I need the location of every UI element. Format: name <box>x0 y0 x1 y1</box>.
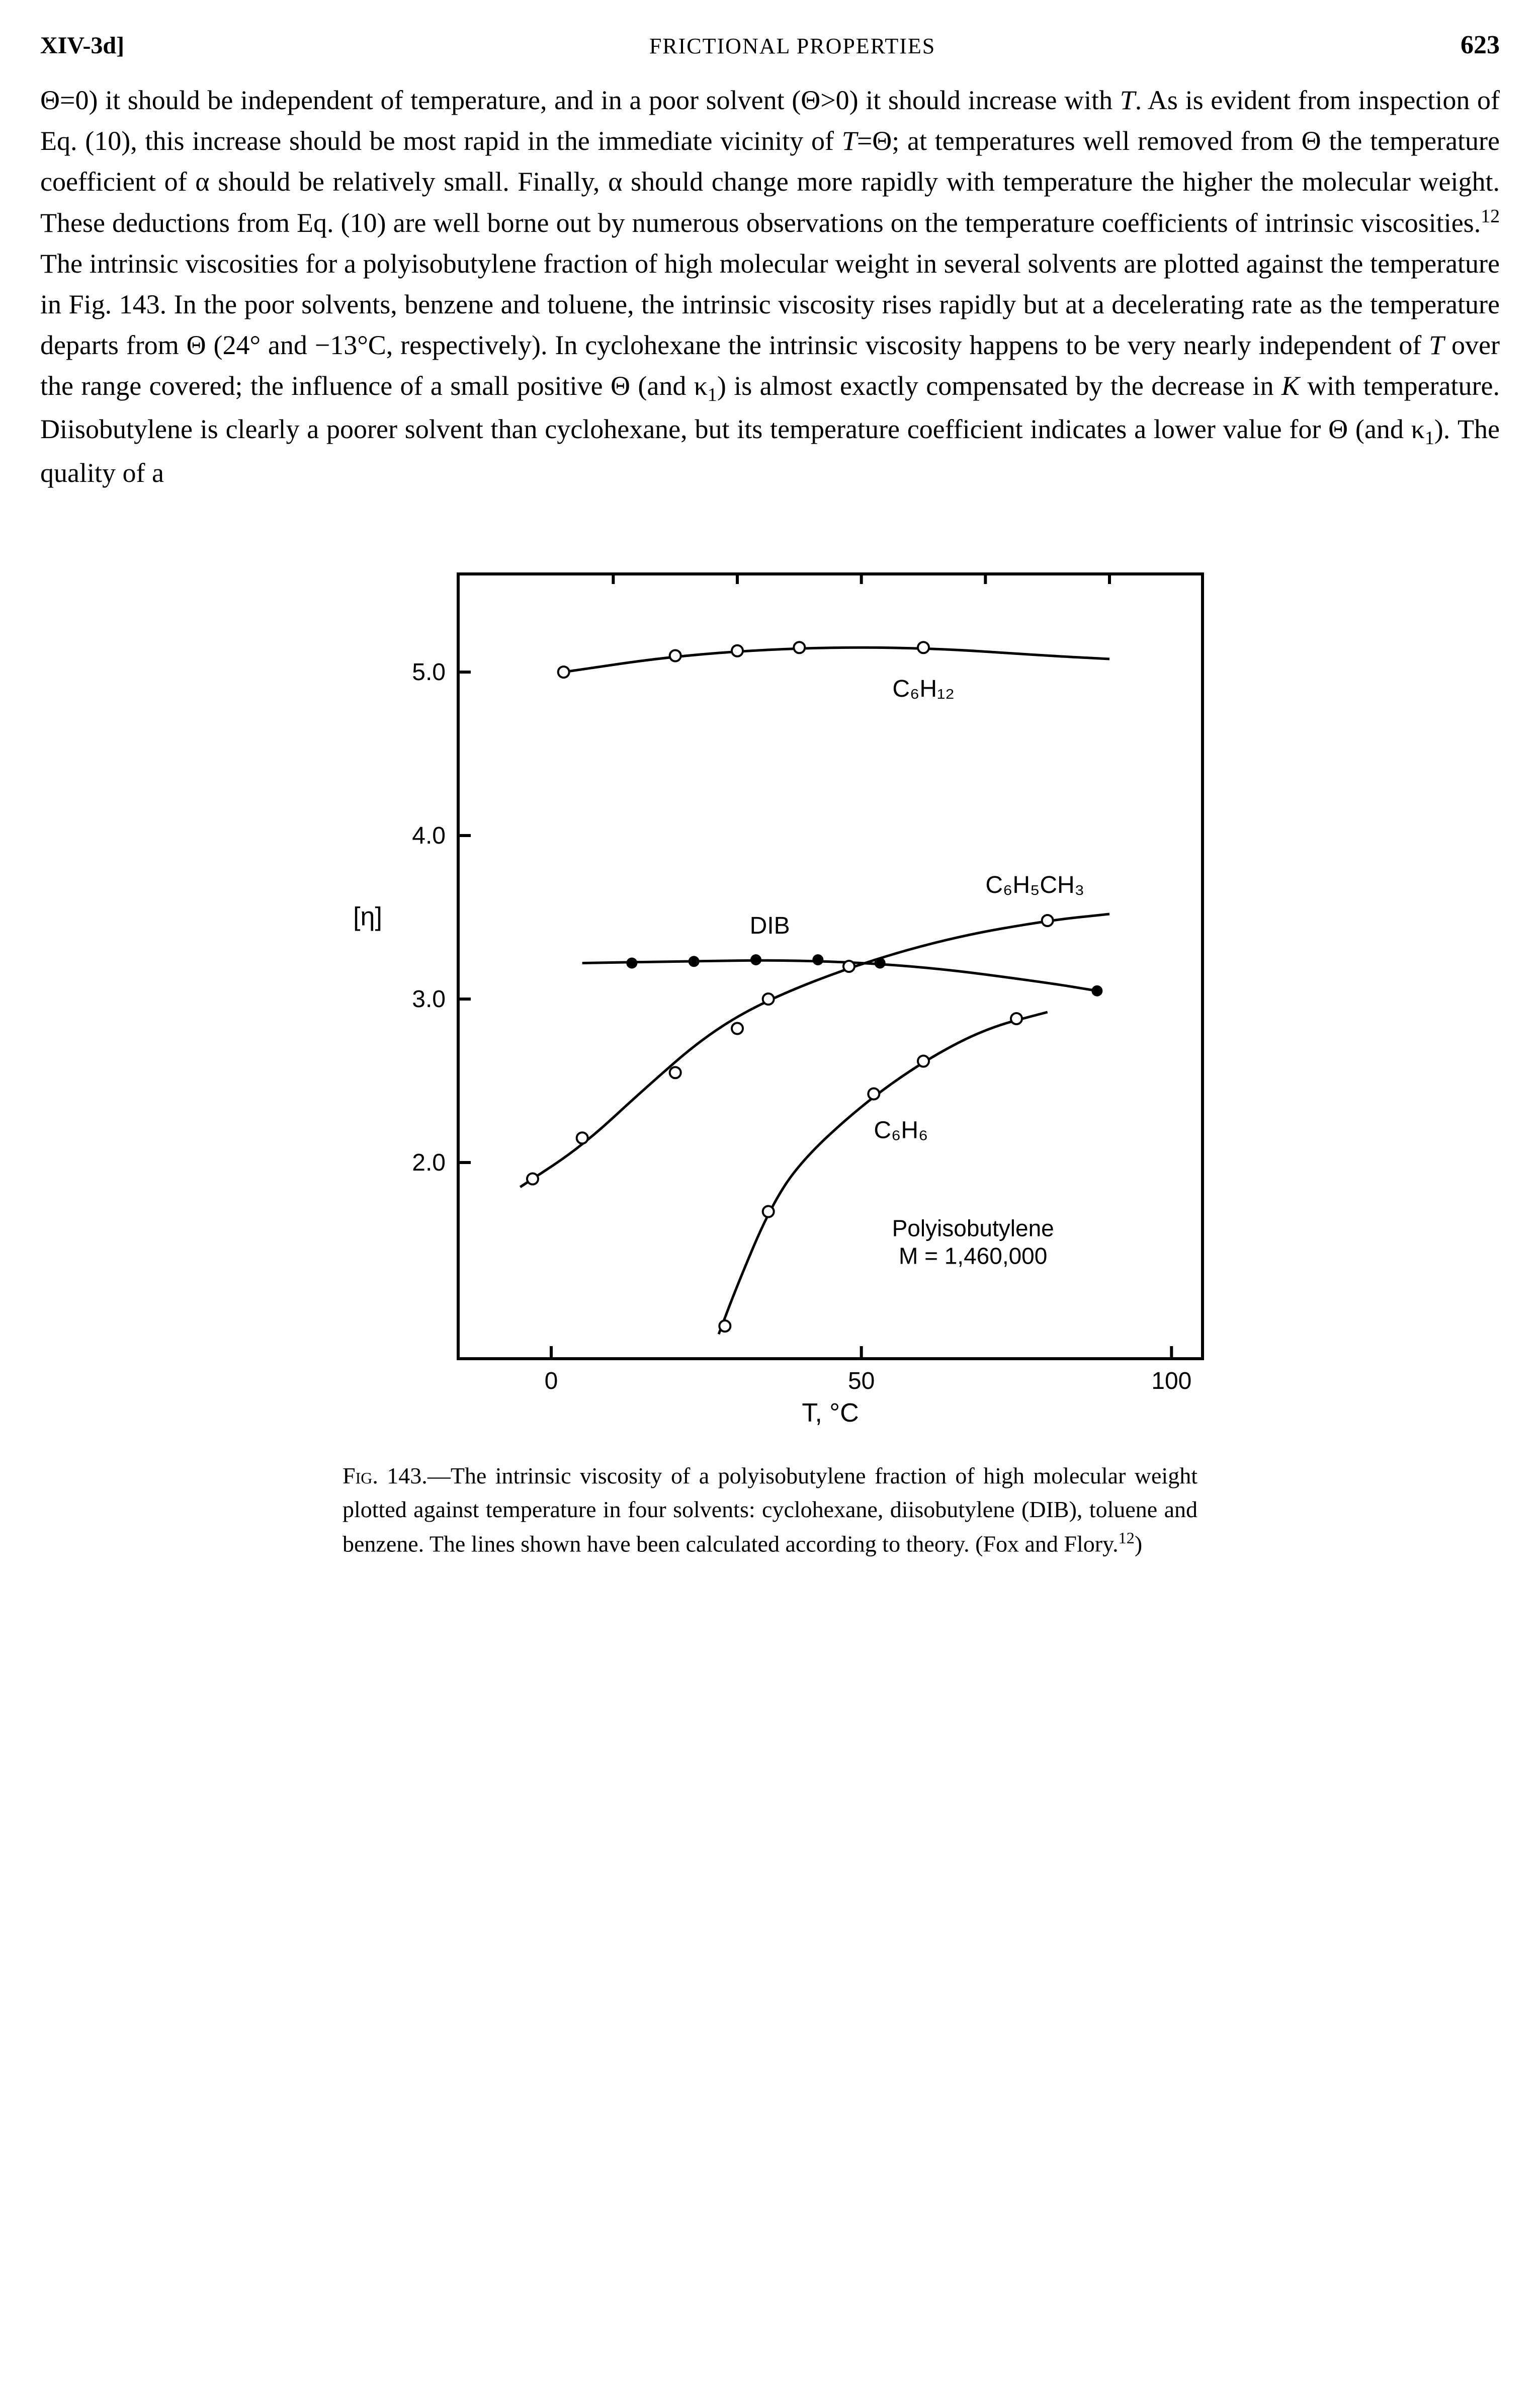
svg-text:C₆H₆: C₆H₆ <box>874 1117 928 1143</box>
subscript: 1 <box>708 384 717 405</box>
body-text: K <box>1281 371 1300 401</box>
svg-text:2.0: 2.0 <box>412 1149 446 1176</box>
page-number: 623 <box>1461 30 1500 60</box>
body-text: The intrinsic viscosities for a polyisob… <box>40 249 1500 360</box>
caption-text: —The intrinsic viscosity of a polyisobut… <box>343 1463 1197 1557</box>
svg-text:5.0: 5.0 <box>412 659 446 686</box>
svg-text:T, °C: T, °C <box>802 1398 859 1428</box>
svg-text:50: 50 <box>848 1368 875 1394</box>
reference: 12 <box>1119 1529 1135 1547</box>
svg-text:Polyisobutylene: Polyisobutylene <box>892 1215 1054 1241</box>
body-text: Θ=0) it should be independent of tempera… <box>40 85 1120 115</box>
svg-text:3.0: 3.0 <box>412 986 446 1013</box>
svg-text:4.0: 4.0 <box>412 822 446 849</box>
svg-text:[η]: [η] <box>353 902 382 931</box>
body-text: T <box>1429 330 1444 360</box>
svg-text:DIB: DIB <box>750 913 790 939</box>
viscosity-chart: 2.0 3.0 4.0 5.0 0 50 100 [η] T, °C C₆H₁₂ DIB C₆H₅CH… <box>317 534 1223 1439</box>
caption-text: ) <box>1135 1531 1142 1557</box>
body-text: ) is almost exactly compensated by the d… <box>717 371 1281 401</box>
svg-text:M = 1,460,000: M = 1,460,000 <box>899 1243 1047 1269</box>
subscript: 1 <box>1425 428 1434 449</box>
body-text: T <box>1120 85 1135 115</box>
reference: 12 <box>1481 206 1500 227</box>
figure-caption: Fig. 143.—The intrinsic viscosity of a p… <box>343 1459 1197 1561</box>
svg-text:100: 100 <box>1151 1368 1191 1394</box>
running-title: FRICTIONAL PROPERTIES <box>649 33 935 59</box>
figure-143: 2.0 3.0 4.0 5.0 0 50 100 [η] T, °C C₆H₁₂ DIB C₆H₅CH… <box>40 534 1500 1439</box>
page-header: XIV-3d] FRICTIONAL PROPERTIES 623 <box>40 30 1500 60</box>
body-text: T <box>842 126 857 156</box>
svg-text:0: 0 <box>545 1368 558 1394</box>
caption-lead: Fig. 143. <box>343 1463 427 1488</box>
section-label: XIV-3d] <box>40 32 124 59</box>
body-paragraph: Θ=0) it should be independent of tempera… <box>40 80 1500 493</box>
svg-text:C₆H₁₂: C₆H₁₂ <box>892 676 955 702</box>
svg-text:C₆H₅CH₃: C₆H₅CH₃ <box>985 872 1084 898</box>
